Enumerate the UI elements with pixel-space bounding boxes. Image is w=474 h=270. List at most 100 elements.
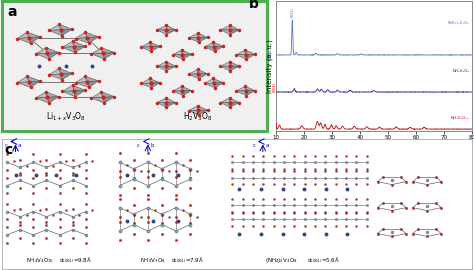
Polygon shape [220, 98, 230, 103]
Text: a: a [265, 143, 269, 148]
Polygon shape [75, 38, 89, 43]
Polygon shape [157, 98, 166, 103]
Polygon shape [75, 82, 89, 87]
Polygon shape [73, 41, 85, 47]
Polygon shape [220, 66, 230, 71]
Text: a: a [18, 143, 21, 148]
Polygon shape [61, 73, 72, 80]
Polygon shape [49, 24, 61, 31]
Polygon shape [173, 91, 182, 96]
Polygon shape [237, 86, 246, 91]
Polygon shape [182, 91, 191, 96]
Polygon shape [62, 47, 75, 52]
Polygon shape [59, 24, 72, 30]
Polygon shape [47, 97, 59, 103]
Polygon shape [189, 38, 199, 42]
Text: b: b [151, 143, 154, 148]
Polygon shape [230, 25, 239, 30]
Text: NH$_4$V$_4$O$_{10}$: NH$_4$V$_4$O$_{10}$ [26, 256, 54, 265]
Text: b: b [249, 0, 259, 11]
Polygon shape [237, 50, 246, 55]
Polygon shape [87, 81, 99, 87]
Polygon shape [141, 83, 151, 88]
Polygon shape [103, 53, 114, 59]
Text: (NH$_4$)$_2$V$_3$O$_8$: (NH$_4$)$_2$V$_3$O$_8$ [265, 256, 298, 265]
Text: NH₄V₃O₈: NH₄V₃O₈ [453, 69, 470, 73]
Polygon shape [85, 76, 99, 82]
Polygon shape [157, 66, 166, 71]
Polygon shape [230, 103, 239, 107]
Polygon shape [36, 97, 49, 103]
Polygon shape [101, 92, 114, 97]
Polygon shape [220, 30, 230, 35]
Polygon shape [173, 86, 182, 91]
Polygon shape [166, 25, 176, 30]
Text: a: a [8, 5, 17, 19]
Polygon shape [245, 86, 255, 91]
Polygon shape [141, 79, 151, 83]
Polygon shape [214, 83, 223, 88]
Polygon shape [189, 74, 199, 79]
Polygon shape [198, 33, 208, 38]
Polygon shape [62, 91, 75, 97]
Polygon shape [189, 69, 198, 74]
Text: Li$_{1+x}$V$_3$O$_8$: Li$_{1+x}$V$_3$O$_8$ [46, 111, 86, 123]
Polygon shape [246, 54, 255, 59]
Polygon shape [36, 48, 47, 54]
Polygon shape [59, 68, 72, 74]
Polygon shape [49, 74, 62, 80]
Text: NH₄V₄O₁₀: NH₄V₄O₁₀ [451, 116, 470, 120]
Polygon shape [198, 69, 208, 74]
Polygon shape [157, 25, 166, 30]
Polygon shape [91, 92, 103, 98]
Text: H$_2$V$_3$O$_8$: H$_2$V$_3$O$_8$ [183, 111, 213, 123]
Polygon shape [27, 32, 40, 38]
Polygon shape [103, 97, 114, 103]
Polygon shape [46, 48, 59, 53]
Polygon shape [75, 32, 87, 39]
Polygon shape [173, 50, 182, 55]
Polygon shape [189, 106, 198, 111]
Polygon shape [220, 62, 230, 66]
Polygon shape [166, 30, 176, 35]
Polygon shape [220, 25, 230, 30]
Polygon shape [189, 110, 199, 115]
Polygon shape [29, 81, 40, 87]
Polygon shape [220, 103, 230, 107]
Polygon shape [157, 30, 166, 35]
Polygon shape [46, 92, 59, 97]
Polygon shape [237, 91, 246, 96]
Text: (001): (001) [269, 48, 273, 59]
Polygon shape [166, 98, 176, 103]
Polygon shape [36, 53, 49, 59]
Polygon shape [166, 103, 176, 107]
Polygon shape [18, 82, 30, 87]
Polygon shape [141, 42, 151, 47]
Polygon shape [151, 83, 160, 88]
Polygon shape [61, 29, 72, 36]
Text: (NH₄)₂V₃O₈: (NH₄)₂V₃O₈ [448, 21, 470, 25]
Text: (001): (001) [273, 81, 277, 92]
Polygon shape [62, 85, 74, 92]
Text: c: c [5, 143, 13, 157]
Polygon shape [101, 48, 114, 53]
Polygon shape [173, 55, 182, 59]
Polygon shape [151, 46, 160, 51]
Polygon shape [157, 62, 166, 66]
Polygon shape [182, 54, 191, 59]
Polygon shape [205, 79, 214, 83]
Polygon shape [150, 42, 160, 47]
Polygon shape [62, 41, 74, 47]
Polygon shape [230, 62, 239, 66]
Polygon shape [189, 33, 198, 38]
Polygon shape [230, 66, 239, 71]
Polygon shape [213, 79, 223, 83]
Polygon shape [205, 47, 215, 51]
Text: NH$_4$V$_3$O$_8$: NH$_4$V$_3$O$_8$ [140, 256, 165, 265]
Polygon shape [18, 32, 29, 39]
Polygon shape [74, 46, 85, 52]
Polygon shape [49, 68, 61, 75]
Polygon shape [47, 53, 59, 59]
Polygon shape [87, 37, 99, 43]
Polygon shape [230, 30, 239, 35]
